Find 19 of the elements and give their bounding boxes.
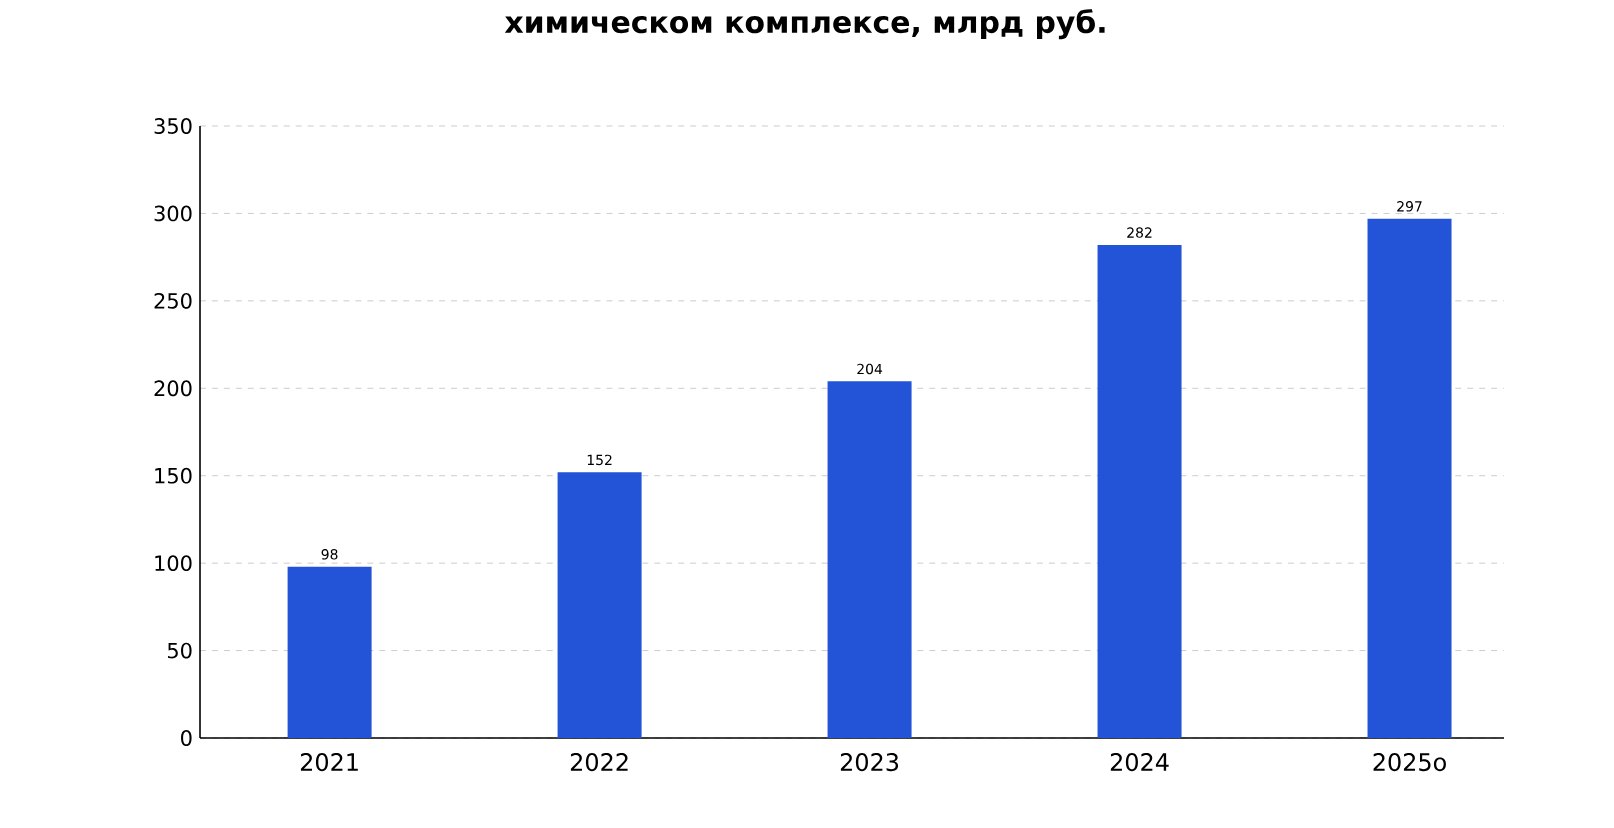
y-tick-label: 100 [155,555,192,572]
y-tick-label: 50 [167,642,192,659]
y-tick-label: 150 [155,467,192,484]
bar [827,381,912,738]
y-tick-label: 300 [154,205,192,222]
chart-title: химическом комплексе, млрд руб. [504,9,1105,40]
x-tick-label: 2022 [570,753,628,772]
bar [1097,244,1182,738]
y-tick-label: 250 [154,292,192,309]
x-tick-label: 2023 [840,753,899,772]
y-tick-label: 350 [154,118,192,134]
bar [557,472,642,738]
bar [287,566,372,738]
x-tick-label: 2025о [1373,753,1446,772]
y-tick-label: 0 [181,730,192,746]
bar [1367,218,1452,738]
x-tick-label: 2024 [1110,753,1169,772]
x-tick-label: 2021 [300,753,358,772]
y-tick-label: 200 [154,380,192,397]
